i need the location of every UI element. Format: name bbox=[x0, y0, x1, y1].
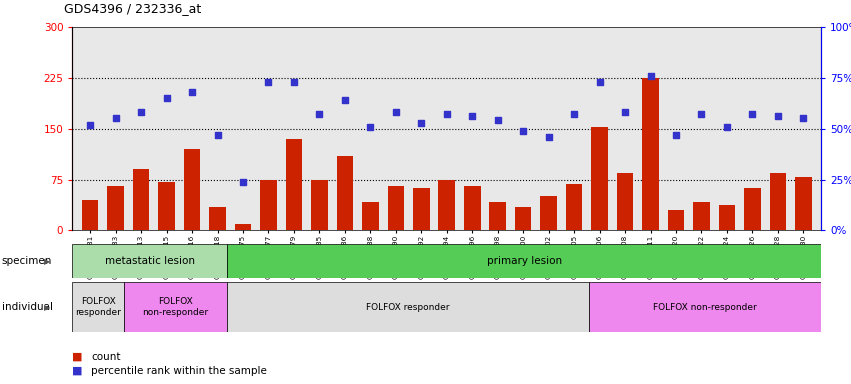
Bar bbox=[387, 186, 404, 230]
Point bbox=[211, 132, 225, 138]
Bar bbox=[82, 200, 99, 230]
Text: metastatic lesion: metastatic lesion bbox=[105, 256, 195, 266]
Text: specimen: specimen bbox=[2, 256, 52, 266]
Bar bbox=[589, 282, 821, 332]
Point bbox=[312, 111, 326, 118]
Bar bbox=[795, 177, 812, 230]
Point bbox=[619, 109, 632, 116]
Bar bbox=[133, 169, 150, 230]
Point bbox=[414, 119, 428, 126]
Bar bbox=[286, 139, 302, 230]
Point bbox=[338, 97, 351, 103]
Point bbox=[643, 73, 657, 79]
Bar bbox=[515, 207, 532, 230]
Bar bbox=[158, 182, 174, 230]
Point bbox=[160, 95, 174, 101]
Bar bbox=[260, 180, 277, 230]
Bar bbox=[744, 188, 761, 230]
Bar bbox=[184, 149, 200, 230]
Text: ▶: ▶ bbox=[44, 257, 51, 266]
Text: GDS4396 / 232336_at: GDS4396 / 232336_at bbox=[64, 2, 201, 15]
Bar bbox=[311, 180, 328, 230]
Point bbox=[745, 111, 759, 118]
Bar bbox=[591, 127, 608, 230]
Point bbox=[465, 113, 479, 119]
Point bbox=[568, 111, 581, 118]
Bar bbox=[719, 205, 735, 230]
Point bbox=[363, 124, 377, 130]
Bar bbox=[566, 184, 582, 230]
Text: primary lesion: primary lesion bbox=[487, 256, 562, 266]
Point bbox=[261, 79, 275, 85]
Bar bbox=[235, 223, 251, 230]
Bar bbox=[124, 282, 227, 332]
Bar bbox=[209, 207, 226, 230]
Point bbox=[491, 118, 505, 124]
Bar bbox=[107, 186, 124, 230]
Point bbox=[440, 111, 454, 118]
Bar bbox=[438, 180, 455, 230]
Bar bbox=[540, 197, 557, 230]
Text: ■: ■ bbox=[72, 366, 83, 376]
Point bbox=[186, 89, 199, 95]
Text: FOLFOX non-responder: FOLFOX non-responder bbox=[653, 303, 757, 312]
Bar bbox=[769, 173, 786, 230]
Text: count: count bbox=[91, 352, 121, 362]
Point bbox=[517, 127, 530, 134]
Bar bbox=[72, 282, 124, 332]
Text: FOLFOX
non-responder: FOLFOX non-responder bbox=[143, 298, 208, 317]
Point bbox=[389, 109, 403, 116]
Bar bbox=[668, 210, 684, 230]
Point bbox=[694, 111, 708, 118]
Bar bbox=[362, 202, 379, 230]
Text: ▶: ▶ bbox=[44, 303, 51, 312]
Bar bbox=[72, 244, 227, 278]
Text: individual: individual bbox=[2, 302, 53, 312]
Point bbox=[771, 113, 785, 119]
Bar bbox=[617, 173, 633, 230]
Point bbox=[593, 79, 607, 85]
Point bbox=[109, 115, 123, 121]
Bar bbox=[337, 156, 353, 230]
Point bbox=[83, 121, 97, 127]
Text: ■: ■ bbox=[72, 352, 83, 362]
Text: FOLFOX
responder: FOLFOX responder bbox=[75, 298, 121, 317]
Point bbox=[237, 179, 250, 185]
Text: FOLFOX responder: FOLFOX responder bbox=[366, 303, 450, 312]
Point bbox=[287, 79, 300, 85]
Point bbox=[134, 109, 148, 116]
Bar bbox=[413, 188, 430, 230]
Point bbox=[542, 134, 556, 140]
Bar bbox=[489, 202, 506, 230]
Bar bbox=[694, 202, 710, 230]
Bar bbox=[464, 186, 481, 230]
Bar bbox=[227, 244, 821, 278]
Point bbox=[669, 132, 683, 138]
Bar bbox=[227, 282, 589, 332]
Text: percentile rank within the sample: percentile rank within the sample bbox=[91, 366, 267, 376]
Point bbox=[720, 124, 734, 130]
Bar bbox=[643, 78, 659, 230]
Point bbox=[797, 115, 810, 121]
